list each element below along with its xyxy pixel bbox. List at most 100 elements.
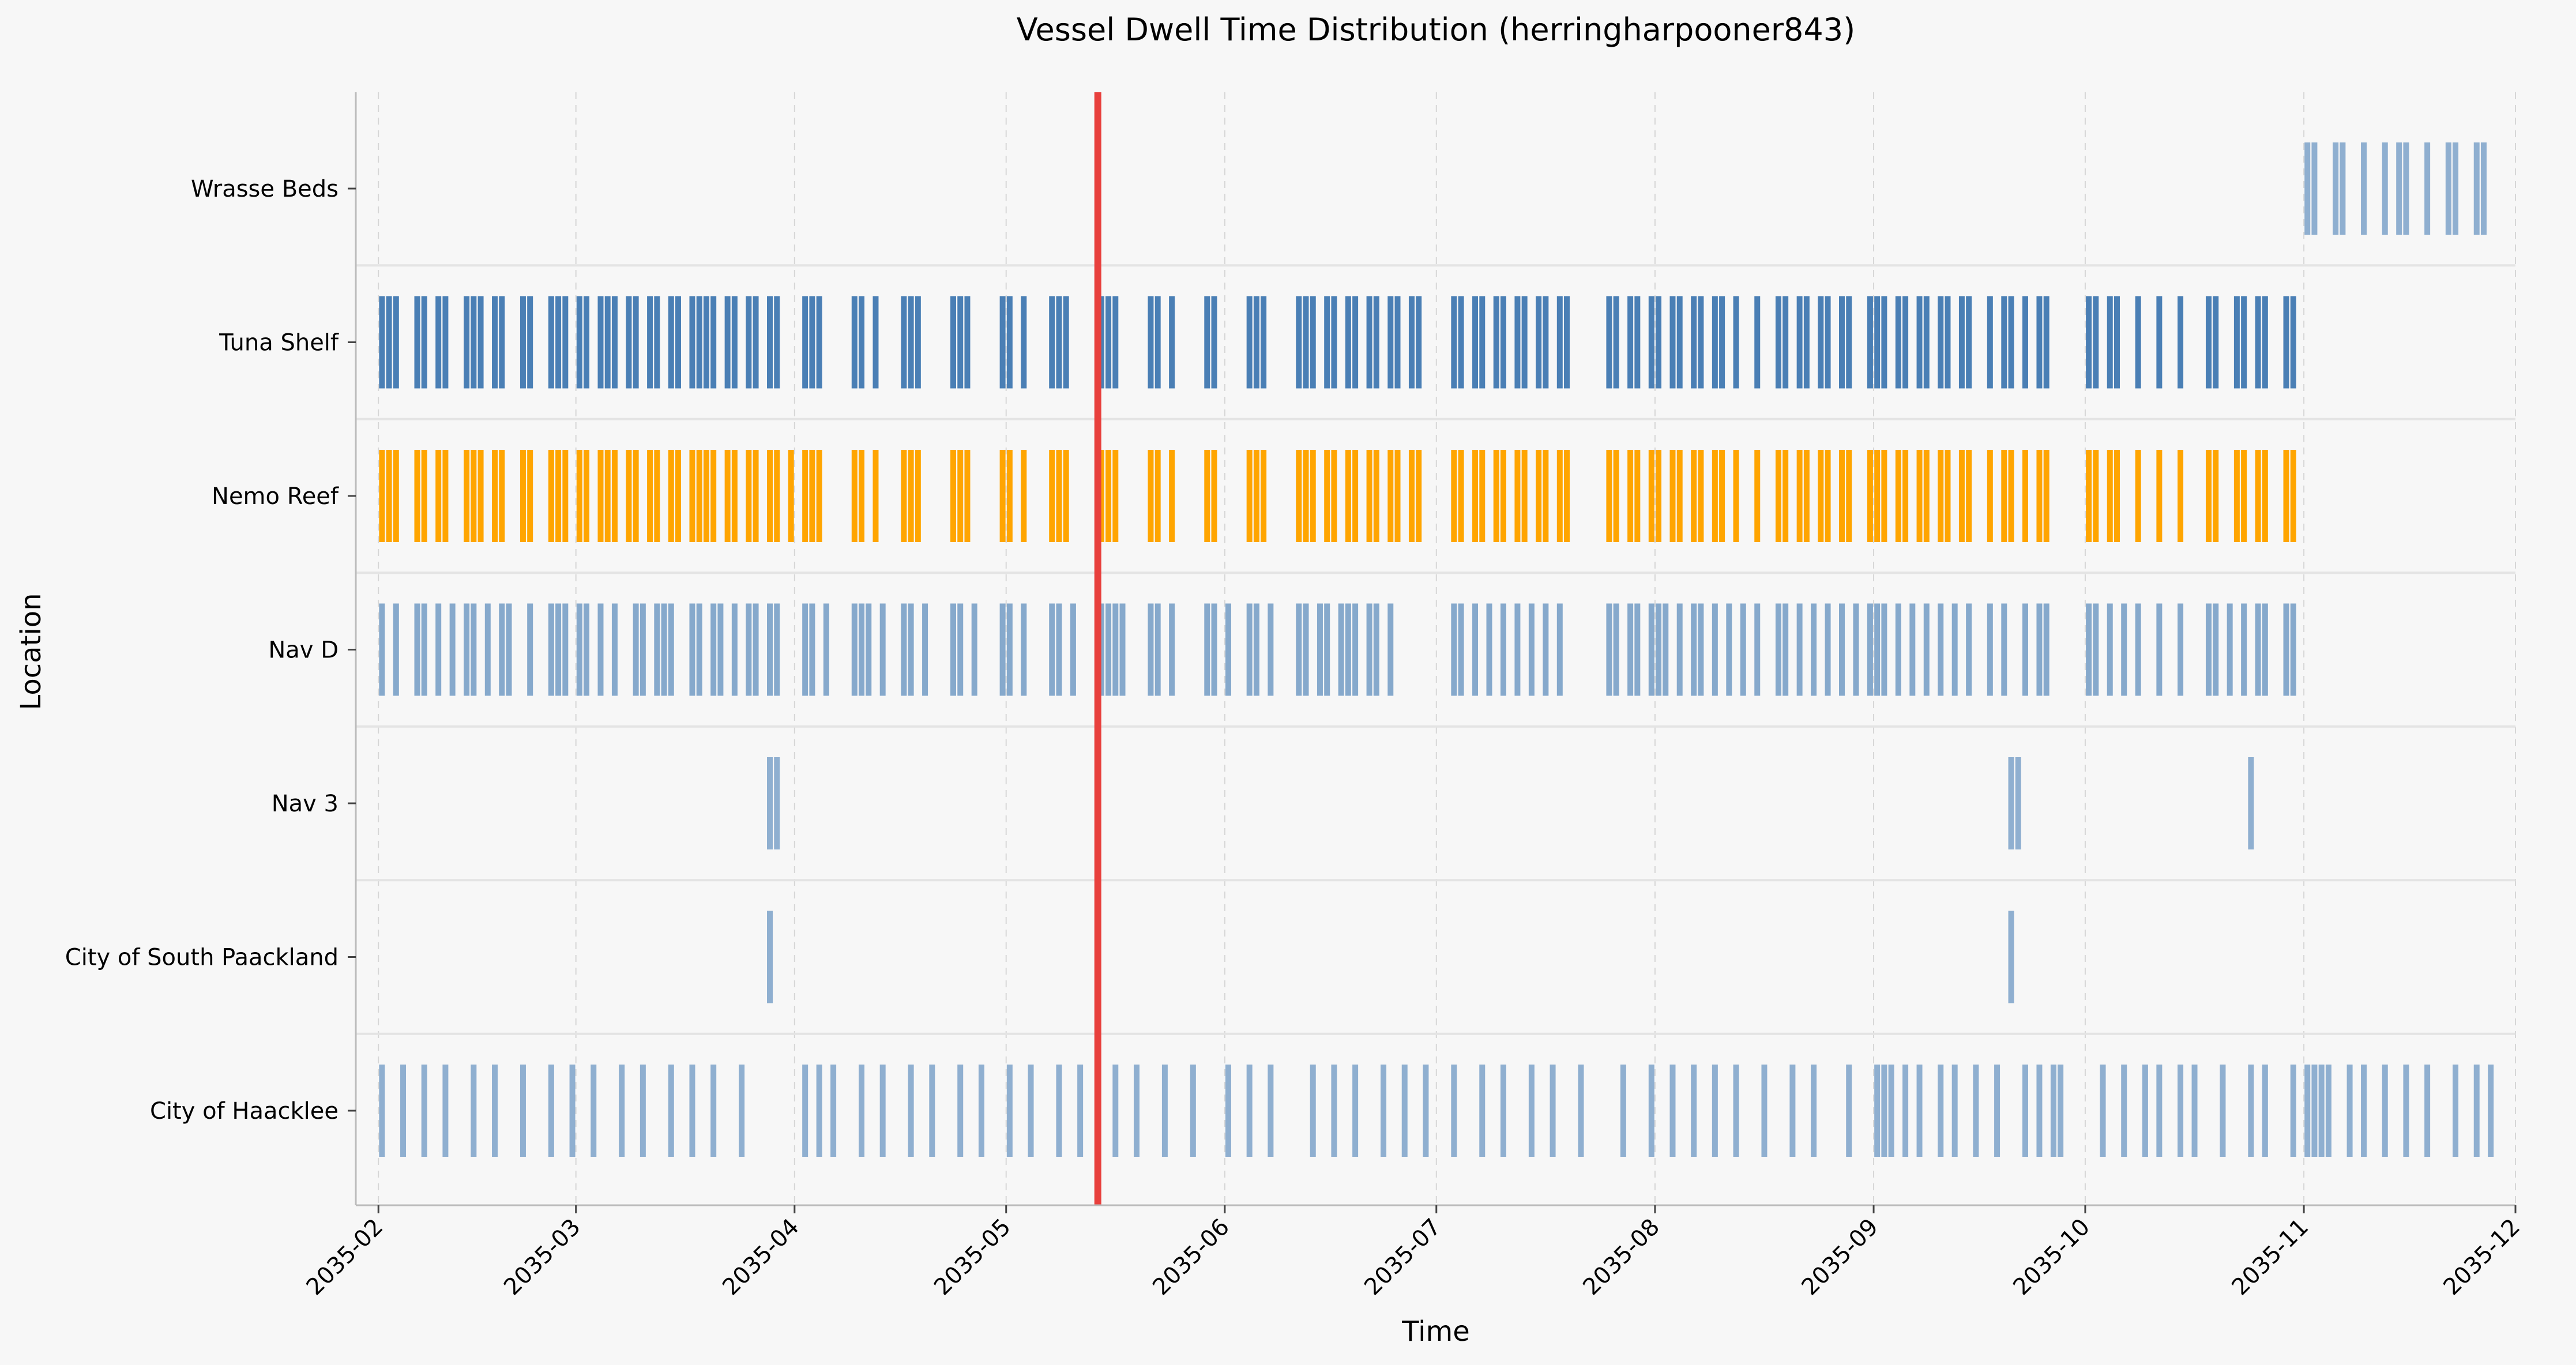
y-tick-labels: Wrasse Beds Tuna Shelf Nemo Reef Nav D Nav 3… [65,176,356,1125]
event-bar [1423,1065,1429,1157]
event-bar [1148,450,1154,542]
event-bar [2205,296,2212,389]
event-bar [774,603,780,696]
event-bar [1021,296,1027,389]
event-bar [1246,603,1253,696]
event-bar [611,296,618,389]
event-bar [2382,142,2388,235]
event-bar [2022,450,2028,542]
event-bar [506,603,512,696]
event-bar [492,296,498,389]
event-bar [1938,450,1944,542]
event-bar [1155,450,1161,542]
event-bar [2473,1065,2480,1157]
event-bar [950,603,956,696]
event-bar [1987,450,1993,542]
event-bar [1204,603,1210,696]
event-bar [584,296,590,389]
event-bar [555,603,562,696]
row-separators [356,264,2515,1035]
event-bar [604,296,611,389]
event-bar [859,296,865,389]
event-bar [901,296,907,389]
event-bar [2107,603,2113,696]
event-bar [1261,450,1267,542]
event-bar [414,603,420,696]
event-bar [2205,450,2212,542]
event-bar [1324,603,1330,696]
event-bar [1098,296,1104,389]
event-bar [2361,1065,2367,1157]
event-bar [908,1065,914,1157]
event-bar [421,296,427,389]
event-bar [2445,142,2451,235]
event-bar [2241,603,2247,696]
event-bar [2473,142,2480,235]
event-bar [1669,1065,1676,1157]
event-bar [1310,296,1316,389]
event-bar [1627,450,1634,542]
event-bar [964,450,971,542]
event-bar [471,296,477,389]
event-bar [2262,1065,2268,1157]
event-bar [1938,1065,1944,1157]
event-bar [520,1065,526,1157]
event-bar [724,450,731,542]
event-bar [1296,296,1302,389]
event-bar [548,296,554,389]
event-bar [922,603,928,696]
event-bar [1458,603,1464,696]
y-tick-label: Tuna Shelf [219,330,339,356]
event-bar [1479,450,1486,542]
event-bar [1578,1065,1584,1157]
event-bar [1782,603,1789,696]
event-bar [1190,1065,1196,1157]
event-bar [957,296,964,389]
event-bar [1634,296,1641,389]
event-bar [2036,450,2043,542]
event-bar [2058,1065,2064,1157]
event-bar [1846,450,1852,542]
event-bar [1698,603,1704,696]
event-bar [710,296,717,389]
event-bar [1345,296,1351,389]
event-bar [647,450,653,542]
event-bar [1782,296,1789,389]
event-bar [1098,450,1104,542]
event-bar [633,603,639,696]
event-bar [1818,296,1824,389]
event-bar [1105,603,1112,696]
event-bar [753,603,759,696]
event-bar [1317,603,1323,696]
event-bar [1881,296,1887,389]
event-bar [1782,450,1789,542]
event-bar [915,296,921,389]
event-bar [2290,1065,2296,1157]
event-bar [2121,603,2127,696]
event-bar [830,1065,837,1157]
event-bar [1493,450,1499,542]
event-bar [1246,450,1253,542]
event-bar [2008,911,2014,1003]
event-bar [548,603,554,696]
event-bar [1564,296,1570,389]
event-bar [1874,296,1881,389]
event-bar [1352,296,1359,389]
event-bar [908,450,914,542]
event-bar [2001,450,2007,542]
event-bar [2361,142,2367,235]
event-bar [1691,1065,1697,1157]
event-bar [1451,296,1457,389]
event-bar [1204,450,1210,542]
event-bar [2086,603,2092,696]
event-bar [1712,296,1718,389]
event-bar [1648,450,1654,542]
event-bar [774,450,780,542]
event-bar [1253,450,1259,542]
event-bar [710,603,717,696]
event-bar [1373,450,1379,542]
event-bar [851,603,858,696]
event-bar [1225,603,1231,696]
event-bar [1006,603,1013,696]
event-bar [2043,296,2049,389]
